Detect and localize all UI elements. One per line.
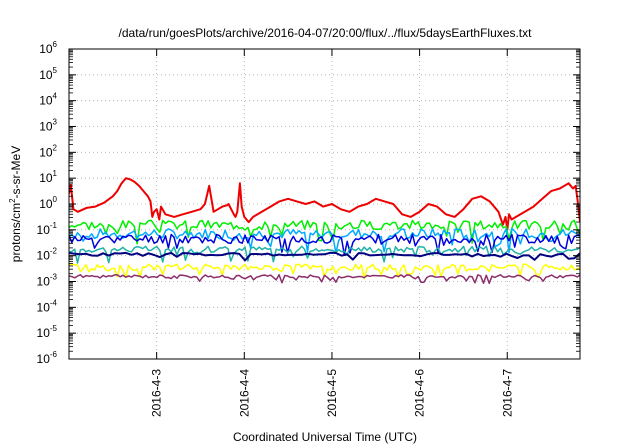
x-tick-label: 2016-4-7 <box>500 369 514 417</box>
series-line-1 <box>69 177 580 231</box>
y-tick-label: 10-1 <box>37 221 58 237</box>
y-tick-label: 102 <box>39 143 57 159</box>
x-tick-label: 2016-4-5 <box>325 369 339 417</box>
y-axis-label-pre: protons/cm <box>9 203 23 262</box>
series-line-8 <box>69 274 580 285</box>
x-tick-label: 2016-4-4 <box>237 369 251 417</box>
y-tick-label: 100 <box>39 195 57 211</box>
series-line-6 <box>69 251 580 262</box>
series-line-4 <box>69 233 580 256</box>
y-axis-ticks: 10-6 10-5 10-4 10-3 10-2 10-1 100 101 102 103 104 1… <box>37 40 580 366</box>
y-tick-label: 10-5 <box>37 324 58 340</box>
x-tick-label: 2016-4-3 <box>150 369 164 417</box>
y-axis-label-sup: 2 <box>8 198 17 203</box>
y-tick-label: 10-4 <box>37 298 58 314</box>
chart-title: /data/run/goesPlots/archive/2016-04-07/2… <box>119 26 533 40</box>
series-line-2 <box>69 219 580 245</box>
y-axis-label-post: -s-sr-MeV <box>9 146 23 199</box>
y-tick-label: 10-3 <box>37 273 58 289</box>
y-tick-label: 105 <box>39 66 57 82</box>
y-tick-label: 10-2 <box>37 247 58 263</box>
series-line-5 <box>69 245 580 264</box>
grid-lines <box>69 49 580 359</box>
y-tick-label: 103 <box>39 118 57 134</box>
y-tick-label: 10-6 <box>37 350 58 366</box>
x-tick-label: 2016-4-6 <box>413 369 427 417</box>
data-series <box>69 177 580 285</box>
series-line-3 <box>69 227 580 254</box>
x-axis-ticks: 2016-4-3 2016-4-4 2016-4-5 2016-4-6 2016-4-7 <box>150 49 514 417</box>
y-tick-label: 104 <box>39 92 57 108</box>
x-axis-label: Coordinated Universal Time (UTC) <box>233 430 417 444</box>
y-tick-label: 101 <box>39 169 57 185</box>
y-tick-label: 106 <box>39 40 57 56</box>
y-axis-label: protons/cm2-s-sr-MeV <box>8 146 23 262</box>
